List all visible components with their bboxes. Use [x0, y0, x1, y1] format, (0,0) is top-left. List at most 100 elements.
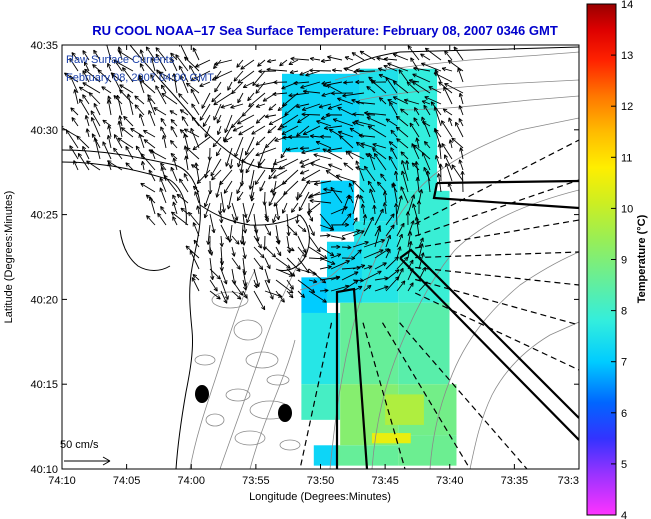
current-vector [328, 163, 343, 171]
legend-line-1: Raw Surface Currents [66, 54, 175, 66]
current-vector [433, 72, 453, 83]
current-vector [341, 229, 361, 237]
colorbar-tick-label: 12 [621, 101, 633, 113]
current-vector [460, 170, 465, 193]
current-vector [82, 50, 90, 61]
bathymetry-contour [234, 430, 266, 446]
station-marker [195, 385, 209, 403]
current-vector [437, 143, 442, 160]
current-vector [107, 62, 112, 72]
current-vector [242, 81, 255, 88]
current-vector [378, 97, 387, 105]
current-vector [288, 92, 310, 98]
bathymetry-contour [233, 319, 263, 341]
current-vector [180, 207, 189, 215]
current-vector [444, 83, 464, 94]
current-vector [192, 136, 211, 151]
current-vector [278, 158, 299, 170]
current-vector [297, 114, 310, 124]
current-vector [299, 70, 310, 76]
current-vector [442, 108, 453, 116]
current-vector [370, 79, 387, 94]
current-vector [414, 161, 420, 182]
current-vector [447, 59, 464, 72]
current-vector [190, 88, 200, 105]
radial-sector-outline [432, 179, 579, 210]
current-vector [231, 290, 242, 300]
current-vector [366, 116, 387, 127]
current-vector [252, 70, 266, 87]
current-vector [213, 103, 222, 121]
current-vector [352, 240, 369, 248]
current-vector [106, 135, 112, 149]
current-vector [255, 147, 277, 157]
current-vector [237, 114, 255, 125]
current-vector [69, 57, 79, 72]
current-vector [190, 70, 211, 82]
current-vector [309, 56, 321, 62]
current-vector [286, 147, 299, 152]
current-vector [406, 81, 420, 94]
current-vector [226, 191, 233, 210]
current-vector [443, 86, 453, 105]
current-vector [360, 142, 376, 149]
current-vector [238, 125, 255, 136]
current-vector [255, 81, 266, 94]
bathymetry-contour [189, 269, 256, 469]
current-vector [436, 173, 442, 193]
current-vector [315, 140, 332, 149]
current-vector [145, 46, 156, 61]
current-vector [418, 266, 426, 281]
current-vector [192, 222, 200, 237]
current-vector [337, 97, 354, 105]
current-vector [255, 103, 266, 108]
vector-legend: Raw Surface Currents February 08, 2007 0… [60, 54, 214, 466]
current-vector [383, 64, 398, 72]
colorbar-tick-label: 14 [621, 0, 633, 11]
bathymetry-contour [469, 321, 579, 469]
current-vector [400, 151, 409, 160]
current-vector [330, 186, 343, 204]
current-vector [69, 145, 79, 160]
current-vector [193, 239, 200, 248]
current-vector [298, 180, 310, 198]
x-tick-label: 73:45 [371, 475, 399, 487]
current-vector [65, 129, 79, 149]
current-vector [323, 187, 343, 193]
current-vector [192, 185, 200, 193]
current-vector [160, 84, 167, 94]
current-vector [119, 89, 134, 105]
current-vector [376, 56, 387, 61]
current-vector [231, 279, 244, 296]
current-vector [231, 257, 241, 270]
current-vector [169, 140, 178, 149]
current-vector [301, 112, 321, 117]
current-vector [73, 89, 79, 105]
current-vector [288, 59, 299, 65]
current-vector [209, 213, 216, 234]
current-vector [380, 173, 387, 182]
current-vector [275, 279, 294, 294]
current-vector [448, 139, 453, 149]
current-vector [302, 125, 321, 135]
current-vector [101, 86, 112, 94]
current-vector [412, 203, 420, 226]
chart-title: RU COOL NOAA–17 Sea Surface Temperature:… [92, 23, 558, 38]
current-vector [342, 92, 365, 98]
current-vector [337, 106, 354, 116]
current-vector [102, 119, 112, 127]
current-vector [421, 152, 431, 171]
current-vector [418, 237, 424, 248]
x-tick-label: 73:40 [436, 475, 464, 487]
radial-spoke [415, 251, 579, 259]
current-vector [214, 59, 233, 66]
coastline-segment [344, 46, 579, 71]
current-vector [150, 57, 156, 72]
current-vector [325, 169, 343, 182]
station-marker [278, 404, 292, 422]
radial-sector-outline [399, 248, 579, 441]
current-vector [147, 97, 156, 116]
y-axis: 40:10 40:15 40:20 40:25 40:30 40:35 [30, 40, 579, 476]
current-vector [227, 81, 233, 91]
